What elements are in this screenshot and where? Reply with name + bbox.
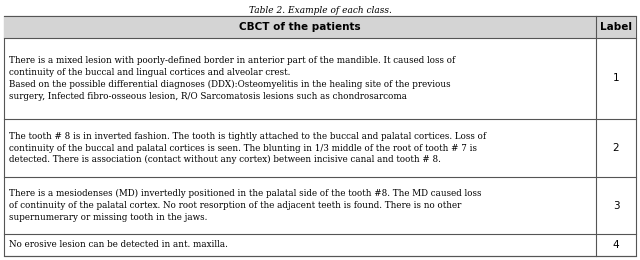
Text: There is a mixed lesion with poorly-defined border in anterior part of the mandi: There is a mixed lesion with poorly-defi… — [9, 56, 455, 65]
Text: of continuity of the palatal cortex. No root resorption of the adjacent teeth is: of continuity of the palatal cortex. No … — [9, 201, 461, 210]
Text: detected. There is association (contact without any cortex) between incisive can: detected. There is association (contact … — [9, 155, 441, 164]
Text: continuity of the buccal and palatal cortices is seen. The blunting in 1/3 middl: continuity of the buccal and palatal cor… — [9, 144, 477, 153]
Text: supernumerary or missing tooth in the jaws.: supernumerary or missing tooth in the ja… — [9, 213, 207, 222]
Text: Label: Label — [600, 22, 632, 32]
Text: Based on the possible differential diagnoses (DDX):Osteomyelitis in the healing : Based on the possible differential diagn… — [9, 80, 451, 89]
Text: 1: 1 — [612, 73, 620, 83]
Bar — [4, 16, 636, 38]
Text: Table 2. Example of each class.: Table 2. Example of each class. — [248, 6, 392, 15]
Text: 4: 4 — [612, 240, 620, 250]
Text: There is a mesiodenses (MD) invertedly positioned in the palatal side of the too: There is a mesiodenses (MD) invertedly p… — [9, 189, 481, 198]
Text: 2: 2 — [612, 143, 620, 153]
Text: No erosive lesion can be detected in ant. maxilla.: No erosive lesion can be detected in ant… — [9, 240, 228, 249]
Text: CBCT of the patients: CBCT of the patients — [239, 22, 361, 32]
Text: surgery, Infected fibro-osseous lesion, R/O Sarcomatosis lesions such as chondro: surgery, Infected fibro-osseous lesion, … — [9, 92, 407, 101]
Text: continuity of the buccal and lingual cortices and alveolar crest.: continuity of the buccal and lingual cor… — [9, 68, 291, 77]
Text: The tooth # 8 is in inverted fashion. The tooth is tightly attached to the bucca: The tooth # 8 is in inverted fashion. Th… — [9, 132, 486, 141]
Text: 3: 3 — [612, 200, 620, 211]
